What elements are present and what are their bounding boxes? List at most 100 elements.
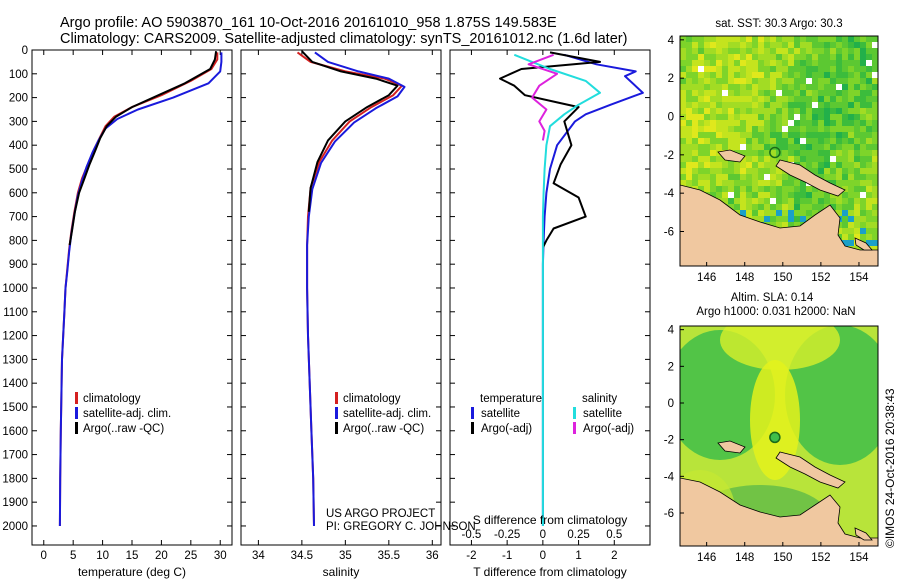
- sst-pixel: [686, 54, 692, 60]
- sst-pixel: [704, 114, 710, 120]
- ytick-label: 1800: [2, 473, 28, 485]
- sst-pixel: [866, 204, 872, 210]
- sst-pixel: [812, 66, 818, 72]
- map-ytick-label: 2: [668, 73, 674, 85]
- sst-pixel: [830, 144, 836, 150]
- ytick-label: 1000: [2, 283, 28, 295]
- sst-pixel: [788, 114, 794, 120]
- sst-pixel: [794, 78, 800, 84]
- xtick-label: 34: [252, 550, 265, 562]
- sst-pixel: [746, 90, 752, 96]
- sst-pixel: [848, 210, 854, 216]
- sst-pixel: [692, 60, 698, 66]
- sst-pixel: [806, 138, 812, 144]
- sst-pixel: [752, 138, 758, 144]
- sst-pixel: [812, 54, 818, 60]
- sst-pixel: [752, 102, 758, 108]
- sst-pixel: [698, 168, 704, 174]
- sst-pixel: [776, 60, 782, 66]
- sst-pixel: [680, 54, 686, 60]
- sst-pixel: [686, 102, 692, 108]
- sst-pixel: [722, 180, 728, 186]
- sst-pixel: [710, 96, 716, 102]
- sst-pixel: [752, 186, 758, 192]
- sst-pixel: [752, 126, 758, 132]
- sst-pixel: [764, 48, 770, 54]
- sst-pixel: [854, 210, 860, 216]
- sst-pixel: [836, 114, 842, 120]
- sst-pixel: [758, 48, 764, 54]
- sst-pixel: [830, 48, 836, 54]
- sal-legend-swatch-argo: [335, 422, 338, 434]
- sst-pixel: [782, 42, 788, 48]
- sla-map-subtitle: Argo h1000: 0.031 h2000: NaN: [696, 306, 855, 318]
- sst-pixel: [680, 42, 686, 48]
- sst-pixel: [698, 72, 704, 78]
- sst-pixel: [812, 192, 818, 198]
- sst-pixel: [848, 186, 854, 192]
- sst-pixel: [740, 54, 746, 60]
- xtick-label: -1: [502, 550, 512, 562]
- sst-pixel: [788, 132, 794, 138]
- sst-pixel: [788, 48, 794, 54]
- sst-pixel: [680, 138, 686, 144]
- sst-pixel: [782, 216, 788, 222]
- sst-pixel: [740, 126, 746, 132]
- sst-pixel: [722, 66, 728, 72]
- sst-pixel: [842, 162, 848, 168]
- new-britain-island-sla: [775, 451, 846, 489]
- sst-pixel: [848, 114, 854, 120]
- sst-pixel: [734, 204, 740, 210]
- sst-pixel: [680, 36, 686, 42]
- sst-pixel: [866, 228, 872, 234]
- sst-pixel: [806, 90, 812, 96]
- sst-pixel: [854, 192, 860, 198]
- sst-pixel: [746, 36, 752, 42]
- sst-pixel: [794, 60, 800, 66]
- sst-pixel: [860, 168, 866, 174]
- sst-pixel: [860, 84, 866, 90]
- sst-pixel: [722, 186, 728, 192]
- new-ireland-island-sst: [717, 149, 746, 163]
- sst-pixel: [812, 84, 818, 90]
- s-diff-tick-label: 0.5: [606, 529, 622, 541]
- sst-pixel: [794, 216, 800, 222]
- sst-pixel: [710, 156, 716, 162]
- sst-pixel: [716, 132, 722, 138]
- sst-pixel: [740, 198, 746, 204]
- sst-pixel: [740, 168, 746, 174]
- sst-pixel: [710, 150, 716, 156]
- sst-pixel: [800, 96, 806, 102]
- sst-pixel: [824, 66, 830, 72]
- map-ytick-label: -2: [664, 150, 674, 162]
- sst-pixel: [872, 96, 878, 102]
- sst-pixel: [746, 186, 752, 192]
- sst-pixel: [722, 84, 728, 90]
- sst-pixel: [734, 120, 740, 126]
- sst-pixel: [710, 102, 716, 108]
- sst-pixel: [806, 66, 812, 72]
- sla-high-north: [720, 326, 840, 370]
- sst-pixel: [806, 48, 812, 54]
- sst-pixel: [866, 78, 872, 84]
- sst-pixel: [860, 132, 866, 138]
- sst-pixel: [872, 180, 878, 186]
- sst-pixel: [866, 132, 872, 138]
- sst-pixel: [836, 168, 842, 174]
- sst-pixel: [830, 60, 836, 66]
- sst-pixel: [824, 102, 830, 108]
- sst-pixel: [866, 90, 872, 96]
- sst-pixel: [794, 90, 800, 96]
- sst-pixel: [728, 180, 734, 186]
- sst-pixel: [812, 156, 818, 162]
- sst-pixel: [860, 150, 866, 156]
- sst-pixel: [734, 102, 740, 108]
- series-line-argo-raw-qc-: [301, 50, 399, 212]
- sst-pixel: [764, 204, 770, 210]
- sst-pixel: [848, 216, 854, 222]
- sst-pixel: [716, 48, 722, 54]
- sst-pixel: [788, 60, 794, 66]
- sst-pixel: [788, 156, 794, 162]
- sst-pixel: [770, 108, 776, 114]
- sst-pixel: [788, 192, 794, 198]
